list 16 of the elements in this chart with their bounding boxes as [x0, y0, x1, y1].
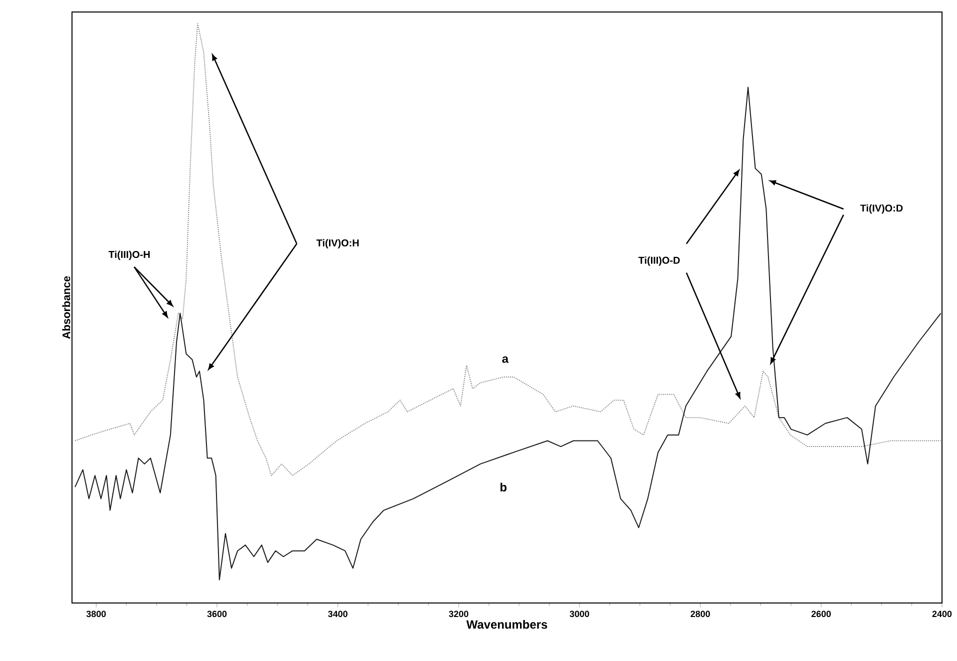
x-tick-label: 3800 [86, 610, 106, 618]
x-tick-label: 3400 [328, 610, 348, 618]
x-tick-label: 2800 [690, 610, 710, 618]
annotation: Ti(III)O-D [638, 256, 680, 266]
annotation: Ti(IV)O:H [316, 239, 359, 248]
x-tick-label: 2600 [812, 610, 831, 618]
annotation: Ti(IV)O:D [860, 204, 903, 214]
series-label: a [502, 356, 509, 363]
x-tick-label: 2400 [932, 610, 952, 618]
x-tick-label: 3200 [448, 610, 468, 618]
x-tick-label: 3000 [570, 610, 590, 618]
annotation: Ti(III)O-H [108, 250, 150, 260]
text: b [500, 482, 507, 492]
y-axis-title: Absorbance [62, 276, 70, 339]
x-axis-title: Wavenumbers [466, 620, 548, 629]
x-tick-label: 3600 [207, 610, 227, 618]
